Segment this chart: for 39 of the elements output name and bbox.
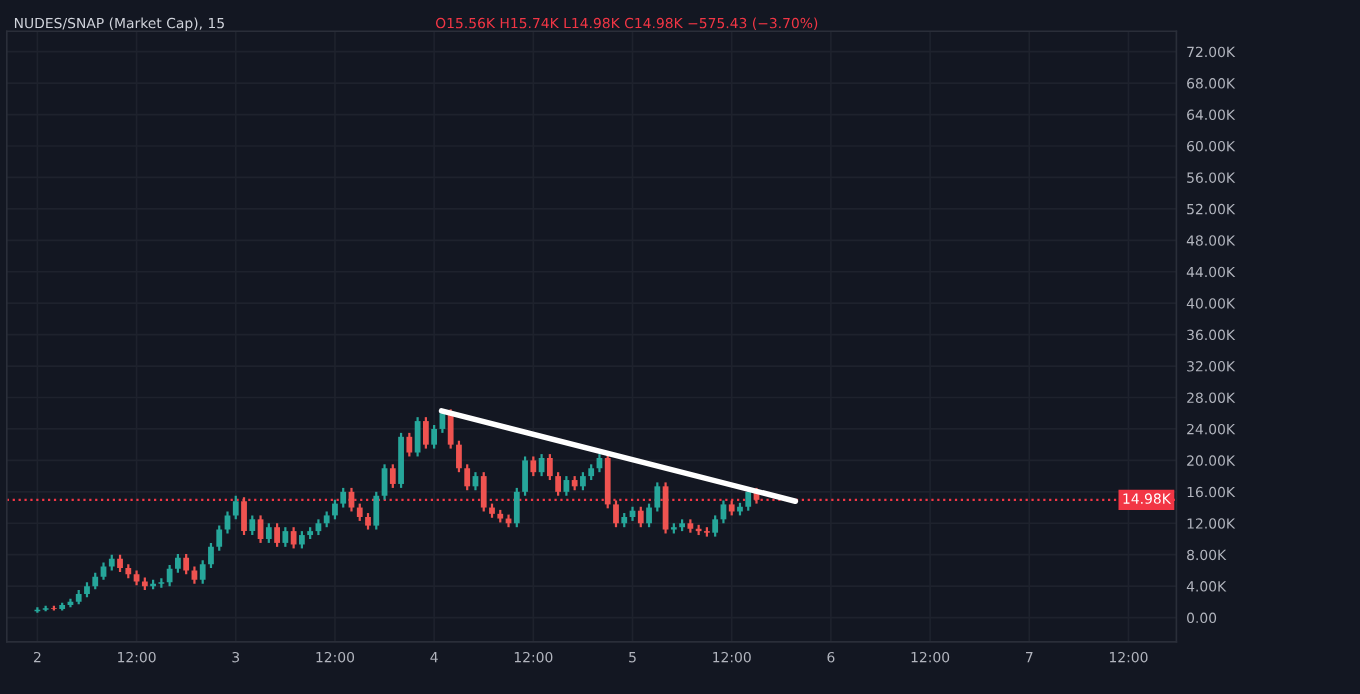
candlestick [546, 452, 553, 482]
candlestick [456, 439, 462, 474]
candlestick [530, 455, 537, 478]
candlestick [224, 510, 231, 535]
candlestick [274, 522, 280, 548]
candlestick [406, 431, 413, 458]
candlestick [398, 431, 404, 489]
candlestick [613, 499, 619, 529]
candlestick [249, 514, 256, 537]
candlestick [216, 524, 223, 552]
candlestick [373, 490, 380, 531]
candlestick [522, 455, 528, 497]
candlestick [563, 474, 570, 497]
candlestick [654, 481, 661, 513]
candlestick [199, 559, 206, 585]
candlestick [166, 563, 173, 588]
candlestick [580, 471, 586, 492]
candlestick [712, 514, 719, 538]
candlestick [265, 522, 272, 545]
candlestick [340, 486, 347, 509]
candlestick [232, 494, 239, 521]
candlestick [332, 498, 338, 521]
candlestick [282, 526, 289, 548]
candlestick [604, 452, 611, 510]
candlestick [646, 502, 652, 529]
candlestick [513, 486, 520, 529]
candlestick [290, 526, 297, 550]
candlestick [208, 541, 214, 570]
candlestick [555, 471, 562, 497]
candlestick [389, 463, 396, 489]
candlestick [480, 471, 487, 513]
candlestick [431, 423, 438, 450]
candlestick [464, 463, 471, 492]
candlestick [637, 505, 644, 529]
candlestick [175, 552, 181, 574]
candlestick [422, 416, 429, 450]
candlestick [183, 552, 190, 576]
candlestick [447, 408, 454, 450]
candlestick [241, 496, 247, 537]
